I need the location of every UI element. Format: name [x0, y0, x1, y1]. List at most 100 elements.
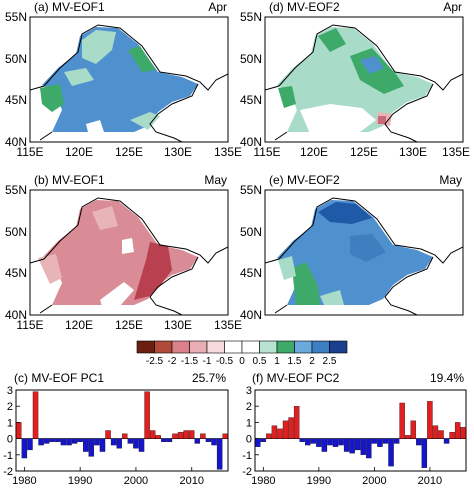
pc2-ytick-label: 1	[246, 417, 252, 429]
pc1-bar	[21, 438, 28, 459]
pc1-bar	[110, 438, 117, 446]
pc2-bar	[388, 438, 394, 467]
pc2-ytick-label: -1	[242, 450, 252, 462]
map-d-coastline	[265, 24, 463, 142]
colorbar-label: -0.5	[216, 356, 234, 367]
map-d-patch-red	[378, 116, 386, 124]
pc2-bar	[316, 438, 322, 447]
pc2-bar	[321, 438, 328, 452]
pc1-bar	[55, 438, 61, 442]
map-b-patch-light2	[92, 206, 118, 230]
map-d-patch-green3	[278, 86, 296, 108]
map-b-patch-white1	[122, 238, 134, 254]
pc2-bar	[382, 438, 389, 444]
pc2-bar	[271, 425, 278, 439]
pc2-ytick-label: 2	[246, 401, 252, 413]
pc1-bar	[49, 438, 55, 442]
colorbar-label: 1.5	[288, 356, 302, 367]
colorbar-label: -2.5	[146, 356, 164, 367]
colorbar-swatch	[206, 340, 225, 354]
pc2-bar	[277, 428, 283, 439]
colorbar-label: 2	[309, 356, 315, 367]
pc2-bar	[360, 438, 366, 455]
map-a-lon-130: 130E	[164, 145, 192, 159]
map-d-patch-green1	[318, 28, 346, 52]
map-a-lon-115: 115E	[16, 145, 43, 159]
map-d-frame	[264, 16, 464, 143]
map-b-lat-labels: 40N 45N 50N 55N	[5, 183, 27, 322]
map-b-month: May	[204, 173, 227, 187]
map-d-lat-50: 50N	[240, 52, 262, 66]
map-b-lon-labels: 115E 120E 125E 130E 135E	[16, 318, 242, 332]
pc1-bar	[71, 438, 78, 444]
map-e-title: (e) MV-EOF2	[269, 173, 340, 187]
pc1-bar	[16, 422, 22, 439]
map-a-coastline	[30, 24, 228, 142]
colorbar-swatch	[259, 340, 278, 354]
pc2-bar	[460, 427, 466, 439]
map-b-lon-125: 125E	[115, 318, 143, 332]
map-d-patch-white	[300, 104, 376, 134]
map-a-patch-light	[82, 30, 116, 64]
map-b-patch-white2	[100, 282, 134, 312]
map-a-patch-green2	[128, 46, 156, 72]
map-b-title: (b) MV-EOF1	[34, 173, 105, 187]
colorbar-label: 2.5	[323, 356, 337, 367]
colorbar-swatch	[311, 340, 330, 354]
pc1-bar	[88, 438, 95, 457]
pc2-ytick-label: 3	[246, 385, 252, 397]
map-d-lat-45: 45N	[240, 93, 262, 107]
map-b-coastline	[30, 197, 228, 315]
pc1-bar	[222, 433, 228, 439]
colorbar-label: -2	[168, 356, 177, 367]
colorbar-swatch	[154, 340, 173, 354]
colorbar-swatch	[294, 340, 313, 354]
map-panel-a: (a) MV-EOF1 Apr 40N 45N 50N 55N 115E 120…	[5, 0, 242, 159]
pc1-bar	[116, 438, 122, 449]
map-a-lon-135: 135E	[214, 145, 242, 159]
pc2-bar	[310, 438, 317, 444]
pc1-variance: 25.7%	[192, 371, 226, 385]
map-a-lon-labels: 115E 120E 125E 130E 135E	[16, 145, 242, 159]
pc1-bar	[60, 438, 67, 446]
map-e-coastline	[265, 197, 463, 315]
pc2-bar	[343, 438, 350, 452]
map-d-lon-115: 115E	[253, 145, 280, 159]
map-e-patch-mid	[350, 234, 386, 262]
pc2-bar	[416, 438, 422, 446]
pc1-bar	[38, 438, 44, 446]
map-d-lon-120: 120E	[300, 145, 328, 159]
pc1-bar	[94, 438, 100, 446]
map-d-lat-labels: 40N 45N 50N 55N	[240, 10, 262, 149]
map-b-lon-115: 115E	[16, 318, 43, 332]
map-e-lat-55: 55N	[240, 183, 262, 197]
pc1-ytick-label: 1	[7, 417, 13, 429]
map-e-month: May	[439, 173, 462, 187]
pc2-bar	[332, 438, 339, 447]
colorbar-swatch	[136, 340, 155, 354]
pc1-bar	[83, 438, 89, 452]
pc2-bar	[404, 435, 411, 439]
map-d-lon-130: 130E	[399, 145, 427, 159]
map-a-field	[42, 27, 198, 132]
colorbar-swatch	[276, 340, 295, 354]
pc2-bar	[255, 438, 261, 447]
pc1-xtick-label: 1980	[12, 475, 36, 487]
map-d-title: (d) MV-EOF2	[269, 0, 340, 14]
map-e-lat-40: 40N	[240, 308, 262, 322]
map-a-title: (a) MV-EOF1	[34, 0, 105, 14]
pc1-xtick-label: 1990	[68, 475, 92, 487]
map-a-patch-green3	[130, 112, 160, 130]
colorbar-swatch	[224, 340, 243, 354]
map-panel-e: (e) MV-EOF2 May 40N 45N 50N 55N	[240, 173, 464, 322]
map-e-lat-50: 50N	[240, 225, 262, 239]
map-e-lat-45: 45N	[240, 266, 262, 280]
pc2-bar	[393, 438, 400, 444]
pc1-bar	[66, 438, 72, 446]
map-e-patch-green	[292, 262, 320, 305]
map-e-lat-labels: 40N 45N 50N 55N	[240, 183, 262, 322]
map-panel-b: (b) MV-EOF1 May 40N 45N 50N 55N 115E 120…	[5, 173, 242, 332]
pc1-bar	[216, 438, 223, 470]
